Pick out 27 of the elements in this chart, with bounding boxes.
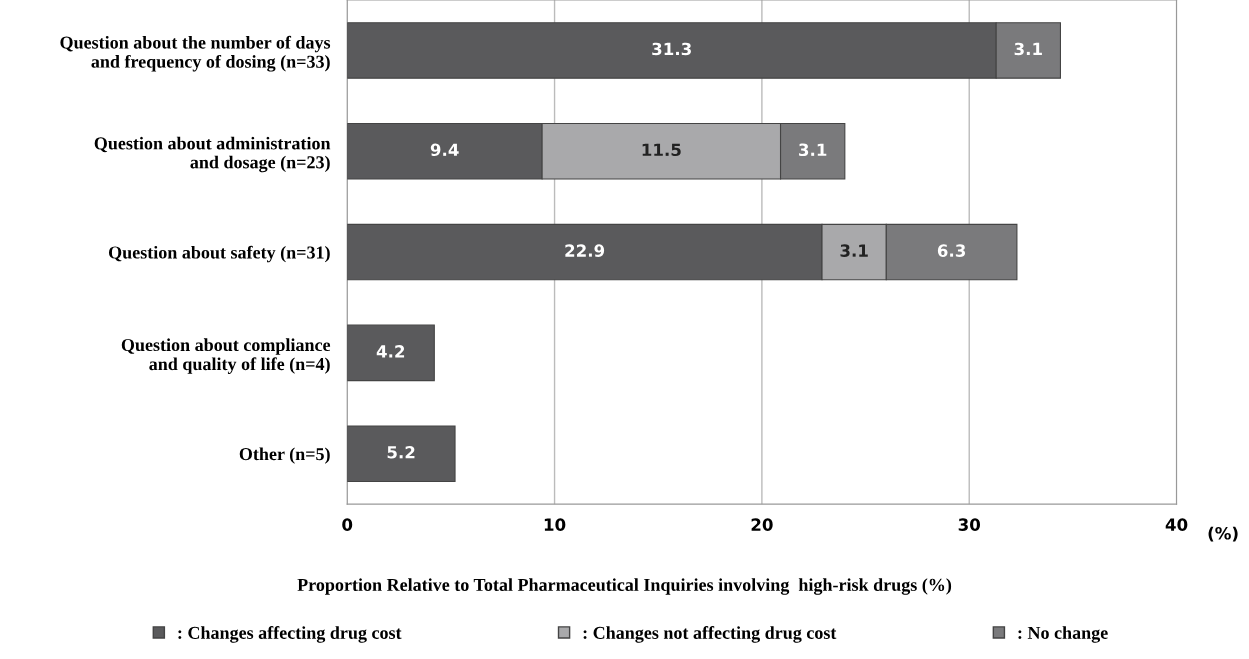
x-axis-title: Proportion Relative to Total Pharmaceutical Inquiries involving high-risk drugs (%) [297,578,952,595]
data-label: 11.5 [642,143,681,157]
legend-label: : Changes not affecting drug cost [583,626,837,643]
y-tick-label: Question about compliance and quality of life (n=4) [121,338,331,374]
y-tick-label: Other (n=5) [239,447,330,464]
bar [347,324,435,382]
text: (%) [1208,526,1238,542]
data-label: 4.2 [376,345,405,358]
x-tick-label: 10 [544,518,566,531]
x-tick-label: 40 [1165,518,1188,531]
bar [347,425,456,483]
y-tick-label: Question about safety (n=31) [108,245,330,263]
x-tick-label: 30 [958,518,981,531]
legend-label: : No change [1018,626,1108,643]
data-label: 9.4 [430,143,459,157]
data-label: 22.9 [565,244,605,257]
data-label: 3.1 [1014,42,1042,56]
data-label: 5.2 [387,445,415,459]
y-tick-label: Question about the number of days and frequency of dosing (n=33) [60,35,331,72]
x-tick-label: 0 [342,518,353,531]
data-label: 31.3 [652,42,691,56]
legend-label: : Changes affecting drug cost [178,626,402,643]
data-label: 3.1 [840,244,868,257]
x-tick-label: 20 [751,518,773,531]
data-label: 6.3 [937,244,966,257]
y-tick-label: Question about administration and dosage (n=23) [94,136,331,173]
data-label: 3.1 [799,143,827,157]
